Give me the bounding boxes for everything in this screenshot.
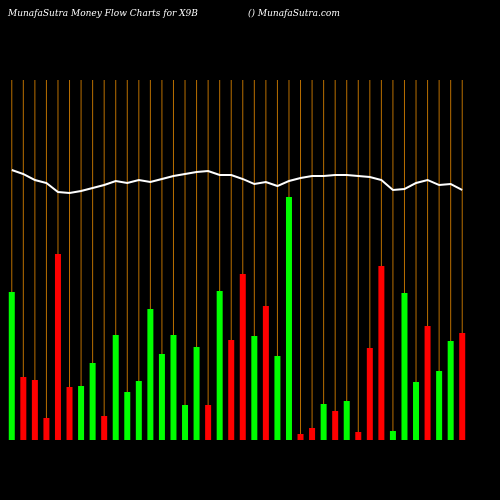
bar	[378, 266, 385, 440]
bar	[285, 197, 292, 440]
bar	[366, 348, 373, 440]
bar	[355, 432, 362, 440]
bar	[436, 371, 443, 440]
bar	[170, 335, 177, 440]
bar	[332, 411, 339, 440]
bar	[20, 377, 27, 440]
bar	[447, 341, 454, 440]
bar	[251, 336, 258, 440]
bar	[8, 292, 15, 440]
bar	[239, 274, 246, 440]
chart-title: MunafaSutra Money Flow Charts for X9B	[7, 9, 198, 19]
bar	[147, 309, 154, 440]
money-flow-line	[11, 169, 463, 195]
bar	[193, 347, 200, 440]
bar	[389, 431, 396, 440]
bar	[401, 293, 408, 440]
bar	[158, 354, 165, 440]
bar	[228, 340, 235, 440]
bar	[424, 326, 431, 440]
bar	[43, 418, 50, 440]
bar	[343, 401, 350, 440]
bar	[31, 380, 38, 440]
bar	[309, 428, 316, 440]
bar	[459, 333, 466, 440]
bar	[66, 387, 73, 440]
bar	[262, 306, 269, 440]
bar	[89, 363, 96, 440]
chart-subtitle: () MunafaSutra.com	[248, 8, 340, 19]
bar	[274, 356, 281, 440]
bar	[54, 254, 61, 440]
bar	[124, 392, 131, 440]
bar	[182, 405, 189, 440]
bar	[135, 381, 142, 440]
bar	[101, 416, 108, 440]
bar	[216, 291, 223, 440]
bar	[112, 335, 119, 440]
bar	[78, 386, 85, 440]
bar	[320, 404, 327, 440]
bar	[297, 434, 304, 440]
bar	[205, 405, 212, 440]
bar	[413, 382, 420, 440]
